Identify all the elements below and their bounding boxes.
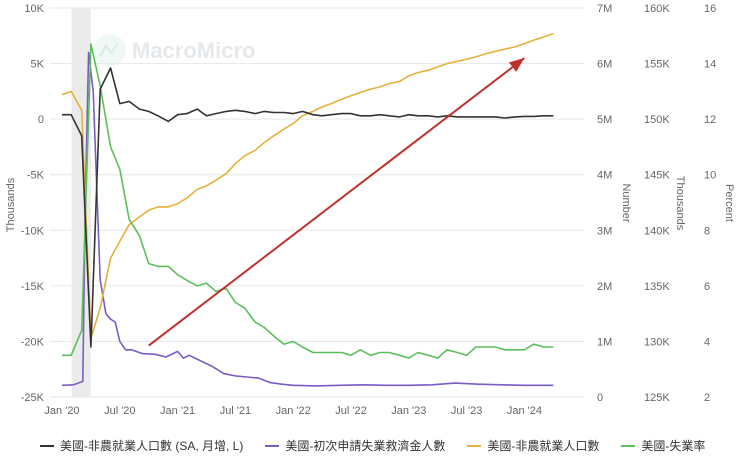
y4-tick-label: 6	[704, 281, 710, 293]
legend-label: 美國-非農就業人口數 (SA, 月增, L)	[60, 439, 244, 453]
y4-tick-label: 10	[704, 170, 716, 182]
y3-tick-label: 145K	[644, 170, 670, 182]
y2-tick-label: 3M	[597, 225, 612, 237]
x-axis: Jan '20 Jul '20 Jan '21 Jul '21 Jan '22 Jul '…	[44, 405, 542, 417]
y3-tick-label: 135K	[644, 281, 670, 293]
series-line-1	[61, 51, 554, 387]
arrow-head	[508, 58, 525, 72]
y3-tick-label: 155K	[644, 59, 670, 71]
y3-tick-label: 125K	[644, 392, 670, 404]
legend-item-initial-claims[interactable]: 美國-初次申請失業救濟金人數	[265, 437, 445, 454]
series-line-0	[62, 67, 554, 348]
y3-tick-label: 130K	[644, 336, 670, 348]
y1-tick-label: 10K	[24, 3, 44, 15]
y3-tick-label: 150K	[644, 114, 670, 126]
x-tick-label: Jan '21	[160, 405, 195, 417]
legend-item-unemployment-rate[interactable]: 美國-失業率	[621, 437, 705, 454]
x-tick-label: Jan '22	[276, 405, 311, 417]
y1-axis: Thousands 10K 5K 0 -5K -10K -15K -20K -25K	[5, 3, 45, 404]
y1-tick-label: 0	[38, 114, 44, 126]
y2-axis-title: Number	[620, 183, 632, 222]
legend-label: 美國-非農就業人口數	[487, 439, 600, 453]
legend-label: 美國-初次申請失業救濟金人數	[285, 439, 446, 453]
y1-tick-label: -15K	[21, 281, 45, 293]
y2-tick-label: 6M	[597, 59, 612, 71]
y2-tick-label: 4M	[597, 170, 612, 182]
arrow-annotation	[148, 57, 526, 347]
y1-tick-label: -10K	[21, 225, 45, 237]
x-tick-label: Jan '20	[44, 405, 79, 417]
legend: 美國-非農就業人口數 (SA, 月增, L) 美國-初次申請失業救濟金人數 美國…	[40, 437, 705, 454]
y4-tick-label: 12	[704, 114, 716, 126]
y1-axis-title: Thousands	[5, 177, 17, 232]
y2-tick-label: 5M	[597, 114, 612, 126]
y1-tick-label: 5K	[31, 59, 45, 71]
series-line-3	[62, 43, 554, 359]
y4-tick-label: 16	[704, 3, 716, 15]
y1-tick-label: -20K	[21, 336, 45, 348]
x-tick-label: Jul '22	[335, 405, 366, 417]
y2-tick-label: 7M	[597, 3, 612, 15]
y4-tick-label: 2	[704, 392, 710, 404]
legend-swatch	[265, 444, 280, 447]
grid	[50, 7, 585, 398]
y4-tick-label: 4	[704, 336, 710, 348]
y3-axis-title: Thousands	[674, 176, 686, 231]
legend-item-nfp-level[interactable]: 美國-非農就業人口數	[467, 437, 599, 454]
y3-axis: Thousands 160K 155K 150K 145K 140K 135K 130K 12…	[644, 3, 686, 404]
legend-label: 美國-失業率	[641, 439, 706, 453]
watermark-text: MacroMicro	[132, 38, 255, 63]
x-tick-label: Jul '20	[104, 405, 135, 417]
series-layer	[61, 32, 554, 387]
y1-tick-label: -25K	[21, 392, 45, 404]
y2-axis: Number 7M 6M 5M 4M 3M 2M 1M 0	[597, 3, 632, 404]
y3-tick-label: 140K	[644, 225, 670, 237]
y4-axis: Percent 16 14 12 10 8 6 4 2	[704, 3, 735, 404]
y2-tick-label: 1M	[597, 336, 612, 348]
x-tick-label: Jan '24	[507, 405, 542, 417]
y4-tick-label: 8	[704, 225, 710, 237]
legend-swatch	[40, 444, 54, 447]
series-line-2	[61, 32, 554, 339]
recession-shading	[71, 8, 91, 397]
y1-tick-label: -5K	[27, 170, 45, 182]
x-tick-label: Jan '23	[391, 405, 426, 417]
legend-item-nfp-change[interactable]: 美國-非農就業人口數 (SA, 月增, L)	[40, 437, 243, 454]
x-tick-label: Jul '21	[220, 405, 251, 417]
y2-tick-label: 0	[597, 392, 603, 404]
legend-swatch	[467, 444, 482, 447]
y3-tick-label: 160K	[644, 3, 670, 15]
y2-tick-label: 2M	[597, 281, 612, 293]
y4-axis-title: Percent	[723, 184, 735, 222]
x-tick-label: Jul '23	[451, 405, 482, 417]
arrow-shaft	[148, 57, 526, 347]
y4-tick-label: 14	[704, 59, 716, 71]
watermark: MacroMicro	[94, 34, 255, 66]
legend-swatch	[621, 444, 636, 447]
